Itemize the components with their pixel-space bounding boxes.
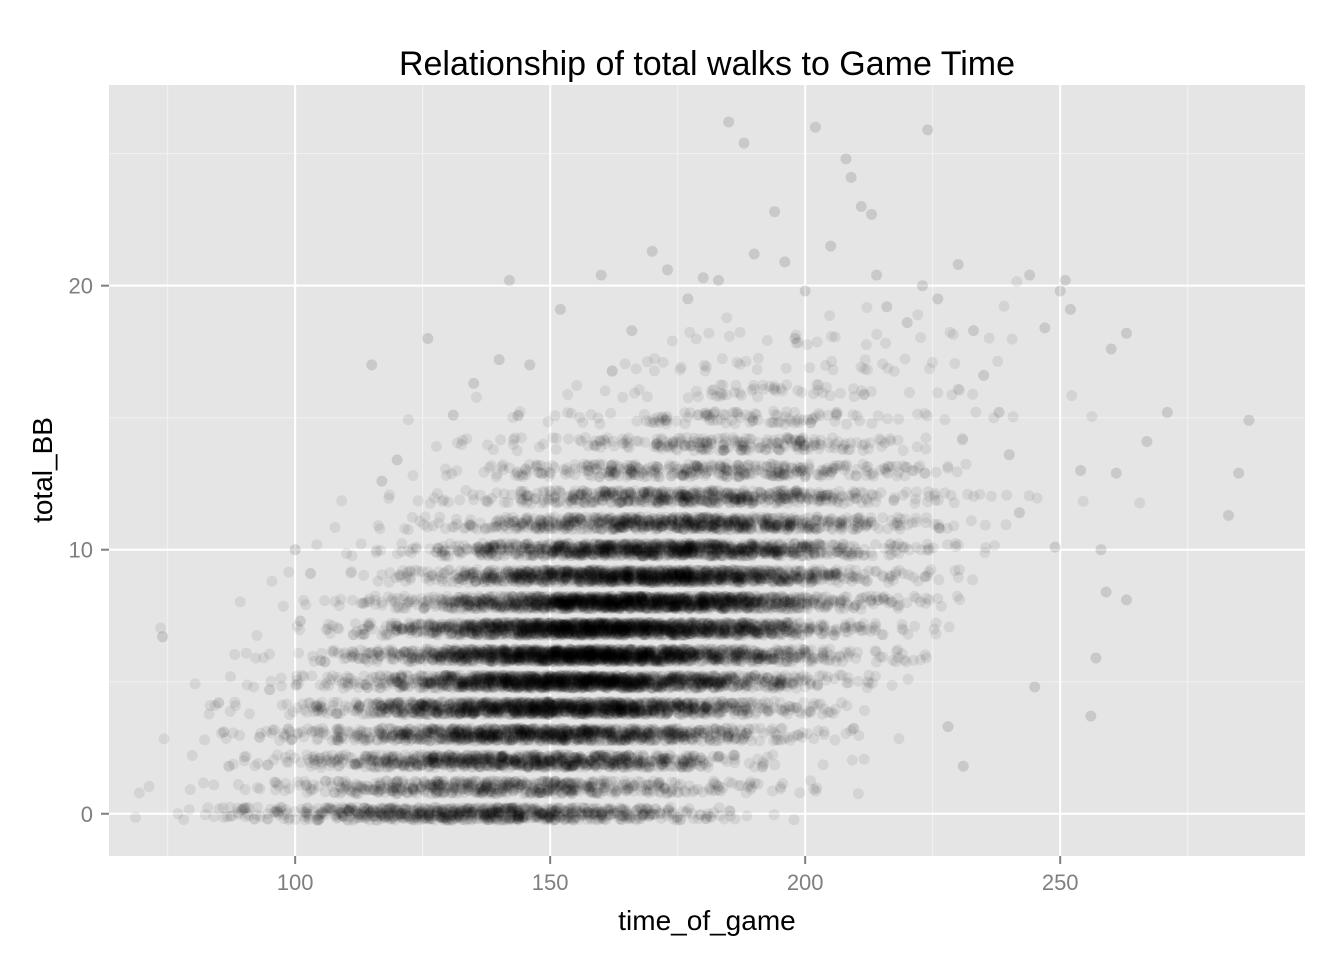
data-point: [159, 733, 170, 744]
data-point: [893, 733, 904, 744]
data-point: [715, 379, 726, 390]
data-point: [319, 595, 330, 606]
data-point: [703, 328, 714, 339]
data-point: [347, 595, 358, 606]
data-point: [278, 601, 289, 612]
data-point: [187, 750, 198, 761]
data-point: [915, 332, 926, 343]
data-point: [403, 414, 414, 425]
data-point: [898, 490, 909, 501]
data-point: [1001, 490, 1012, 501]
data-point: [495, 434, 506, 445]
data-point: [471, 392, 482, 403]
data-point: [649, 365, 660, 376]
data-point: [847, 755, 858, 766]
data-point: [413, 495, 424, 506]
data-point: [818, 759, 829, 770]
data-point: [752, 364, 763, 375]
data-point: [742, 811, 753, 822]
data-point: [667, 336, 678, 347]
data-point: [830, 332, 841, 343]
data-point: [229, 649, 240, 660]
data-point: [781, 363, 792, 374]
data-point: [266, 576, 277, 587]
data-point: [824, 310, 835, 321]
data-point: [789, 814, 800, 825]
data-point: [912, 309, 923, 320]
data-point: [903, 674, 914, 685]
data-point: [721, 312, 732, 323]
data-point: [717, 353, 728, 364]
data-point: [967, 389, 978, 400]
data-point: [631, 363, 642, 374]
data-point: [199, 734, 210, 745]
data-point: [336, 495, 347, 506]
data-point: [970, 407, 981, 418]
data-point: [812, 337, 823, 348]
data-point: [898, 445, 909, 456]
data-point: [1001, 519, 1012, 530]
data-point: [992, 356, 1003, 367]
data-point: [1078, 496, 1089, 507]
data-point: [198, 778, 209, 789]
data-point: [241, 648, 252, 659]
